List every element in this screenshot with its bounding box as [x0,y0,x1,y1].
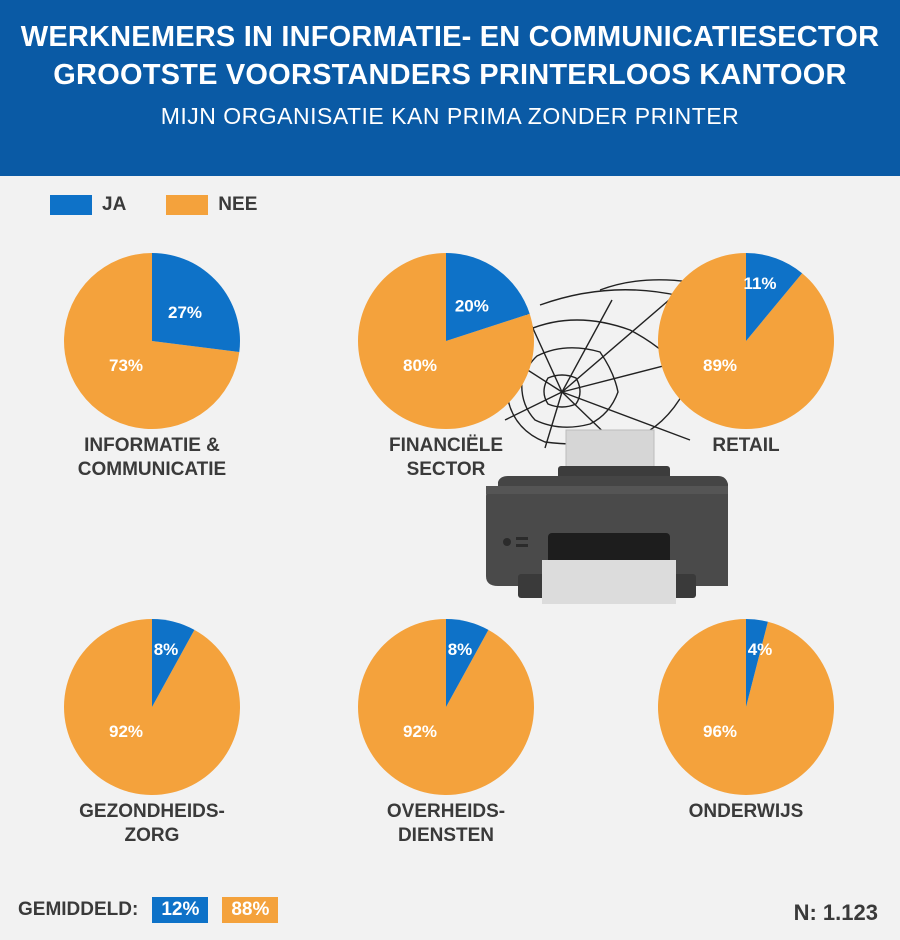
pie-2: 20% 80% [358,253,534,429]
pie-6: 4% 96% [657,619,834,796]
legend-swatch-nee [166,195,209,215]
chart-title: WERKNEMERS IN INFORMATIE- EN COMMUNICATI… [0,0,900,94]
pie-label-nee: 89% [703,356,737,375]
pie-label-ja: 20% [455,296,489,315]
average-label: GEMIDDELD: [18,899,139,920]
pie-label-nee: 92% [403,722,437,741]
legend-item-nee: NEE [166,194,257,216]
category-label: RETAIL [626,434,866,458]
legend-item-ja: JA [50,194,126,216]
pie-slice-nee [657,619,834,796]
pie-label-nee: 73% [109,356,143,375]
category-label-line-2: ZORG [124,825,180,846]
pie-5: 8% 92% [358,619,534,795]
title-line-2: GROOTSTE VOORSTANDERS PRINTERLOOS KANTOO… [53,59,847,91]
category-label-line-1: RETAIL [712,435,780,456]
pie-label-ja: 11% [743,274,776,293]
category-label-line-1: INFORMATIE & [84,435,220,456]
average-nee-badge: 88% [222,897,279,923]
pie-3: 11% 89% [658,253,835,429]
pie-slice-nee [658,253,835,429]
category-label-line-2: COMMUNICATIE [77,459,227,480]
pie-4: 8% 92% [63,619,240,796]
pie-label-nee: 92% [109,722,143,741]
pie-label-ja: 8% [154,640,179,659]
header-banner: WERKNEMERS IN INFORMATIE- EN COMMUNICATI… [0,0,900,176]
legend-label-nee: NEE [218,194,258,215]
pie-label-ja: 8% [448,640,473,659]
chart-subtitle: MIJN ORGANISATIE KAN PRIMA ZONDER PRINTE… [160,103,740,129]
pie-slice-nee [64,253,240,429]
pie-label-nee: 80% [403,356,437,375]
title-line-1: WERKNEMERS IN INFORMATIE- EN COMMUNICATI… [20,21,880,53]
category-label-line-1: OVERHEIDS- [386,801,506,822]
category-label: INFORMATIE & COMMUNICATIE [32,434,272,482]
pie-slice-nee [63,619,240,796]
pie-label-ja: 27% [168,303,202,322]
pie-slice-ja [152,253,240,353]
category-label: OVERHEIDS- DIENSTEN [326,800,566,848]
sample-size: N: 1.123 [793,900,878,925]
average-row: GEMIDDELD: 12% 88% [18,897,279,923]
pie-label-nee: 96% [703,722,737,741]
pie-slice-ja [446,253,530,341]
legend-label-ja: JA [102,194,127,215]
pie-slice-ja [746,253,803,341]
pie-1: 27% 73% [64,253,240,429]
category-label: GEZONDHEIDS- ZORG [32,800,272,848]
category-label: ONDERWIJS [626,800,866,824]
pie-slice-ja [152,619,195,707]
legend-swatch-ja [50,195,92,215]
pie-slice-ja [746,619,768,707]
category-label-line-2: DIENSTEN [397,825,495,846]
pie-label-ja: 4% [748,640,773,659]
category-label: FINANCIËLE SECTOR [326,434,566,482]
category-label-line-1: FINANCIËLE [389,435,503,456]
category-label-line-1: ONDERWIJS [688,801,804,822]
average-ja-badge: 12% [152,897,209,923]
pie-slice-nee [358,253,534,429]
category-label-line-1: GEZONDHEIDS- [79,801,225,822]
category-label-line-2: SECTOR [406,459,486,480]
legend: JA NEE [50,194,297,216]
pie-slice-ja [446,619,489,707]
